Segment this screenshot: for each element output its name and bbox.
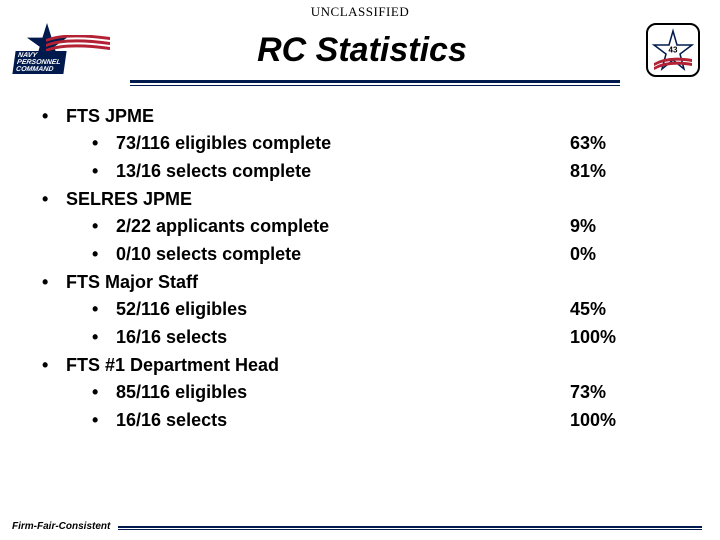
- stat-row: • 85/116 eligibles 73%: [40, 382, 660, 403]
- stat-row: • 52/116 eligibles 45%: [40, 299, 660, 320]
- navy-personnel-command-logo: NAVY PERSONNEL COMMAND: [8, 25, 118, 75]
- stat-row: • 2/22 applicants complete 9%: [40, 216, 660, 237]
- stat-label: 16/16 selects: [116, 410, 570, 431]
- heading-text: FTS Major Staff: [66, 272, 198, 293]
- section-heading: • FTS #1 Department Head: [40, 355, 660, 376]
- stat-label: 16/16 selects: [116, 327, 570, 348]
- stat-label: 85/116 eligibles: [116, 382, 570, 403]
- stat-row: • 0/10 selects complete 0%: [40, 244, 660, 265]
- stat-label: 2/22 applicants complete: [116, 216, 570, 237]
- section-fts-major-staff: • FTS Major Staff • 52/116 eligibles 45%…: [40, 272, 660, 348]
- stat-row: • 16/16 selects 100%: [40, 410, 660, 431]
- stat-percent: 73%: [570, 382, 660, 403]
- section-heading: • FTS Major Staff: [40, 272, 660, 293]
- page-badge: 43: [646, 23, 700, 77]
- npc-label: NAVY PERSONNEL COMMAND: [12, 51, 66, 74]
- heading-text: FTS JPME: [66, 106, 154, 127]
- bullet-icon: •: [40, 355, 66, 376]
- bullet-icon: •: [40, 106, 66, 127]
- bullet-icon: •: [40, 272, 66, 293]
- page-number: 43: [669, 46, 678, 55]
- content-area: • FTS JPME • 73/116 eligibles complete 6…: [0, 88, 720, 431]
- section-heading: • SELRES JPME: [40, 189, 660, 210]
- footer-rule: [118, 526, 702, 528]
- bullet-icon: •: [92, 327, 116, 348]
- title-rule: [130, 80, 620, 88]
- bullet-icon: •: [92, 410, 116, 431]
- footer-motto: Firm-Fair-Consistent: [12, 521, 118, 532]
- stat-label: 13/16 selects complete: [116, 161, 570, 182]
- stat-label: 0/10 selects complete: [116, 244, 570, 265]
- footer: Firm-Fair-Consistent: [12, 521, 702, 532]
- heading-text: SELRES JPME: [66, 189, 192, 210]
- header: NAVY PERSONNEL COMMAND RC Statistics 43: [0, 20, 720, 80]
- bullet-icon: •: [92, 133, 116, 154]
- stat-percent: 0%: [570, 244, 660, 265]
- stat-percent: 9%: [570, 216, 660, 237]
- section-heading: • FTS JPME: [40, 106, 660, 127]
- stat-row: • 16/16 selects 100%: [40, 327, 660, 348]
- bullet-icon: •: [92, 382, 116, 403]
- stat-percent: 63%: [570, 133, 660, 154]
- slide-title: RC Statistics: [118, 31, 646, 70]
- bullet-icon: •: [40, 189, 66, 210]
- stat-row: • 73/116 eligibles complete 63%: [40, 133, 660, 154]
- section-selres-jpme: • SELRES JPME • 2/22 applicants complete…: [40, 189, 660, 265]
- section-fts-jpme: • FTS JPME • 73/116 eligibles complete 6…: [40, 106, 660, 182]
- stat-row: • 13/16 selects complete 81%: [40, 161, 660, 182]
- stat-percent: 100%: [570, 327, 660, 348]
- npc-line2: PERSONNEL: [17, 59, 62, 66]
- bullet-icon: •: [92, 216, 116, 237]
- stat-percent: 81%: [570, 161, 660, 182]
- stat-percent: 100%: [570, 410, 660, 431]
- stat-percent: 45%: [570, 299, 660, 320]
- npc-line1: NAVY: [17, 52, 62, 59]
- heading-text: FTS #1 Department Head: [66, 355, 279, 376]
- section-fts-dept-head: • FTS #1 Department Head • 85/116 eligib…: [40, 355, 660, 431]
- bullet-icon: •: [92, 299, 116, 320]
- stat-label: 52/116 eligibles: [116, 299, 570, 320]
- bullet-icon: •: [92, 244, 116, 265]
- classification-label: UNCLASSIFIED: [0, 0, 720, 20]
- bullet-icon: •: [92, 161, 116, 182]
- npc-line3: COMMAND: [16, 66, 61, 73]
- stat-label: 73/116 eligibles complete: [116, 133, 570, 154]
